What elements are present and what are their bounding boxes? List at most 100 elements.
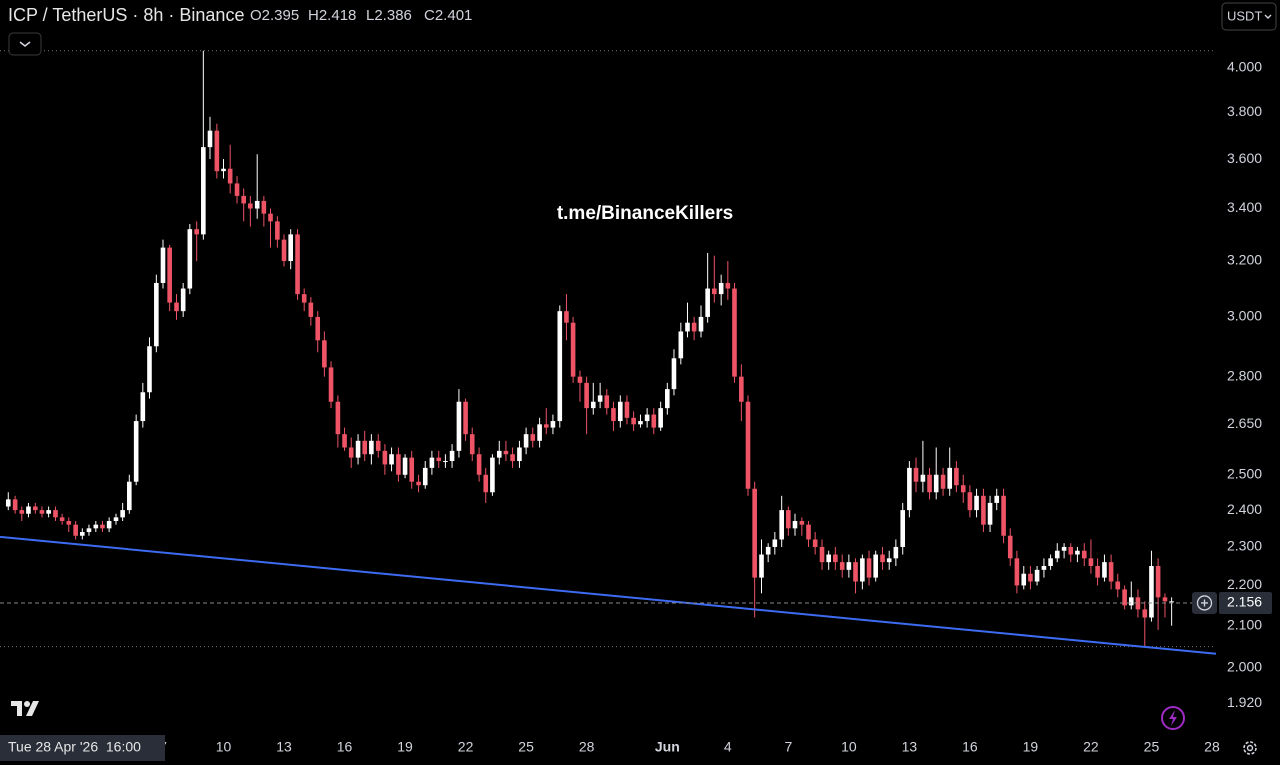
candle-body [557,311,563,422]
x-tick-label: Jun [655,739,680,755]
candle-body [167,247,172,303]
legend-item: H2.418 [308,7,356,24]
candle-body [39,510,45,514]
candle-body [375,440,381,451]
y-tick-label: 2.800 [1227,367,1262,383]
candle-body [981,495,986,525]
candle-body [1001,495,1006,536]
candle-body [1142,609,1148,618]
candle-body [160,247,166,283]
candle-body [893,546,899,559]
candle-body [1102,562,1107,578]
candle-body [779,510,784,540]
candle-body [1095,565,1100,578]
candle-body [860,558,865,582]
candle-body [933,474,939,493]
legend-item: L2.386 [366,7,412,24]
candle-body [201,147,206,235]
x-tick-label: 25 [1144,739,1160,755]
candle-body [644,414,650,422]
candle-body [261,200,267,214]
candle-body [745,401,751,489]
candle-body [342,434,347,448]
candle-body [382,450,388,465]
candle-body [1054,550,1060,559]
candle-body [241,195,246,204]
legend-value: 2.395 [262,7,300,24]
candle-body [537,424,542,441]
candle-body [234,183,240,196]
legend-label: O [250,7,262,24]
candle-body [846,562,852,570]
candle-body [907,467,912,511]
candle-body [1068,546,1074,555]
x-tick-label: 25 [518,739,534,755]
legend-value: 2.386 [374,7,412,24]
candle-body [523,434,529,448]
candle-body [698,316,704,332]
y-tick-label: 3.600 [1227,150,1262,166]
candle-body [577,376,583,383]
candle-body [113,517,119,522]
x-tick-label: 16 [962,739,978,755]
candle-body [543,424,549,428]
candle-body [308,302,314,317]
candle-body [456,401,462,451]
candle-body [33,506,38,511]
candle-body [530,434,536,441]
candle-body [739,376,744,402]
alert-icon[interactable] [1161,706,1185,730]
candle-body [732,288,737,377]
candle-body [449,450,455,462]
candle-body [1048,558,1053,566]
candle-body [1162,597,1168,602]
x-tick-label: 10 [216,739,232,755]
candle-body [463,401,468,435]
candle-body [799,521,805,525]
candle-body [214,130,220,172]
settings-icon[interactable] [1243,741,1257,755]
candle-body [658,408,663,428]
x-tick-label: 4 [724,739,732,755]
legend-label: H [308,7,319,24]
legend-label: C [424,7,435,24]
candle-body [469,434,475,455]
x-tick-label: 28 [1204,739,1220,755]
x-tick-label: 10 [841,739,857,755]
y-tick-label: 1.920 [1227,694,1262,710]
candle-body [839,562,845,570]
candle-body [866,558,872,578]
candle-body [127,481,132,511]
candle-body [106,521,112,529]
candle-body [1155,565,1161,598]
last-price-label: 2.156 [1227,594,1262,610]
last-price-box [1219,591,1272,614]
candle-body [611,408,616,422]
y-tick-label: 3.400 [1227,199,1262,215]
candle-body [1075,550,1080,555]
add-alert-button[interactable] [1192,591,1217,614]
candle-body [335,401,341,435]
candle-body [765,546,771,555]
y-tick-label: 3.800 [1227,103,1262,119]
candle-body [362,440,368,455]
candle-body [1021,573,1027,586]
candle-body [967,492,973,511]
collapse-button[interactable] [8,32,42,56]
candle-body [886,558,892,563]
y-tick-label: 2.650 [1227,415,1262,431]
candle-body [133,421,139,482]
candle-body [53,510,58,518]
candle-body [1081,550,1087,559]
currency-button[interactable] [1221,2,1277,31]
candle-body [913,467,919,482]
trendline [0,535,1216,655]
legend-item: C2.401 [424,7,472,24]
candle-body [322,340,327,368]
candle-body [281,239,287,262]
candle-body [1169,601,1174,603]
x-tick-label: 13 [276,739,292,755]
candle-body [651,414,657,428]
x-tick-label: 28 [579,739,595,755]
